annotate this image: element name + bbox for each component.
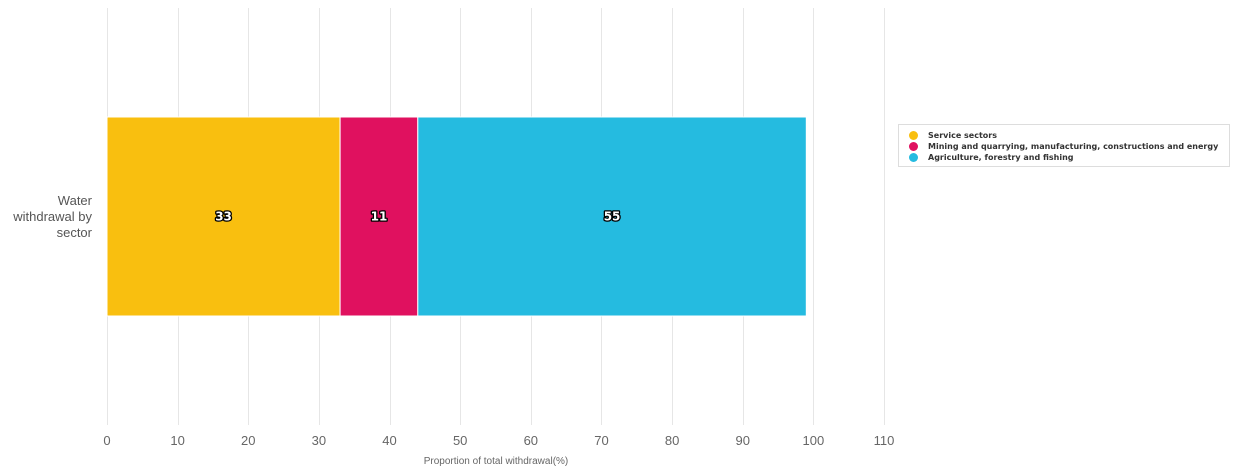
x-tick-label-0: 0 <box>103 433 110 448</box>
bar-segment-1 <box>106 116 341 317</box>
x-tick-label-80: 80 <box>665 433 679 448</box>
x-tick-label-50: 50 <box>453 433 467 448</box>
x-tick-label-110: 110 <box>874 433 895 448</box>
legend-label: Service sectors <box>928 131 997 140</box>
data-label-1: 33 <box>215 210 232 224</box>
legend-marker <box>909 142 918 151</box>
category-label-line: sector <box>57 225 93 240</box>
x-tick-label-40: 40 <box>382 433 396 448</box>
bar-segment-3 <box>417 116 807 317</box>
x-tick-label-20: 20 <box>241 433 255 448</box>
legend-marker <box>909 153 918 162</box>
data-labels: 33 11 55 <box>214 208 622 225</box>
category-labels: Water withdrawal by sector <box>12 193 92 240</box>
x-tick-label-30: 30 <box>312 433 326 448</box>
category-label-line: withdrawal by <box>12 209 92 224</box>
x-tick-label-70: 70 <box>594 433 608 448</box>
x-axis-tick-labels: 0 10 20 30 40 50 60 70 80 90 100 110 <box>103 433 894 448</box>
legend-label: Mining and quarrying, manufacturing, con… <box>928 142 1219 151</box>
x-tick-label-60: 60 <box>524 433 538 448</box>
x-tick-label-90: 90 <box>735 433 749 448</box>
category-label: Water withdrawal by sector <box>12 193 92 240</box>
data-label-2: 11 <box>371 210 388 224</box>
category-label-line: Water <box>58 193 93 208</box>
legend: Service sectors Mining and quarrying, man… <box>898 124 1230 167</box>
legend-marker <box>909 131 918 140</box>
bar-segment-2 <box>339 116 419 317</box>
x-tick-label-100: 100 <box>803 433 825 448</box>
bar-segments <box>106 116 807 317</box>
x-axis-title: Proportion of total withdrawal(%) <box>424 456 569 467</box>
legend-item-3[interactable]: Agriculture, forestry and fishing <box>909 152 1229 163</box>
legend-label: Agriculture, forestry and fishing <box>928 153 1074 162</box>
data-label-3: 55 <box>604 210 621 224</box>
x-tick-label-10: 10 <box>170 433 184 448</box>
legend-item-1[interactable]: Service sectors <box>909 130 1229 141</box>
legend-item-2[interactable]: Mining and quarrying, manufacturing, con… <box>909 141 1229 152</box>
